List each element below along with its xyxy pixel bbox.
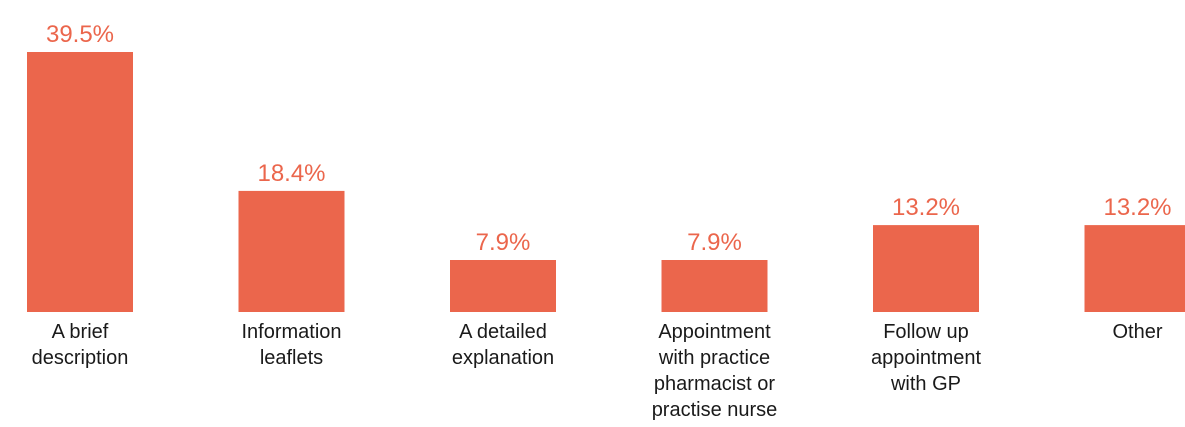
- category-label-line: appointment: [871, 347, 982, 369]
- bar-value-label: 13.2%: [1103, 194, 1171, 221]
- category-label: Information leaflets: [241, 321, 341, 369]
- category-label-line: with practice: [658, 347, 770, 369]
- category-label-line: pharmacist or: [654, 373, 775, 395]
- bar: [450, 260, 556, 312]
- category-label-line: Appointment: [658, 321, 771, 343]
- category-label-line: Information: [241, 321, 341, 343]
- bar-value-label: 39.5%: [46, 21, 114, 48]
- bar: [1084, 225, 1185, 312]
- category-label-line: with GP: [890, 373, 961, 395]
- bar: [27, 52, 133, 312]
- bar-value-label: 7.9%: [687, 229, 742, 256]
- category-label-line: Follow up: [883, 321, 969, 343]
- category-label: Other: [1112, 321, 1162, 343]
- bar-value-label: 18.4%: [257, 160, 325, 187]
- category-label: A brief description: [32, 321, 129, 369]
- category-label: Appointment with practice pharmacist or pra…: [652, 321, 778, 421]
- category-label-line: A brief: [52, 321, 109, 343]
- bars-group: [27, 52, 1185, 312]
- category-label: Follow up appointment with GP: [871, 321, 982, 395]
- category-label-line: Other: [1112, 321, 1162, 343]
- bar-value-label: 13.2%: [892, 194, 960, 221]
- value-labels-group: 39.5% 18.4% 7.9% 7.9% 13.2% 13.2%: [46, 21, 1172, 256]
- category-label-line: description: [32, 347, 129, 369]
- category-labels-group: A brief description Information leaflets A d…: [32, 321, 1163, 421]
- category-label-line: explanation: [452, 347, 554, 369]
- category-label-line: A detailed: [459, 321, 547, 343]
- bar: [238, 190, 345, 312]
- bar-value-label: 7.9%: [476, 229, 531, 256]
- bar: [873, 225, 979, 312]
- bar: [661, 260, 768, 312]
- category-label: A detailed explanation: [452, 321, 554, 369]
- category-label-line: leaflets: [260, 347, 323, 369]
- category-label-line: practise nurse: [652, 399, 778, 421]
